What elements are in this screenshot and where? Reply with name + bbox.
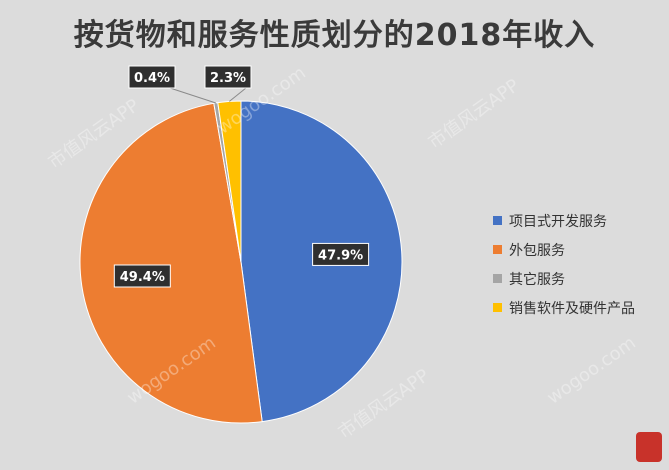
legend-item-outsourcing: 外包服务 bbox=[493, 235, 635, 264]
data-label-text: 47.9% bbox=[318, 248, 363, 263]
legend-item-other: 其它服务 bbox=[493, 264, 635, 293]
legend-item-project-dev: 项目式开发服务 bbox=[493, 206, 635, 235]
data-label: 47.9% bbox=[312, 242, 370, 266]
legend-label: 项目式开发服务 bbox=[509, 213, 607, 230]
watermark-seal-logo bbox=[636, 432, 662, 462]
data-label: 0.4% bbox=[128, 65, 176, 89]
data-label-text: 49.4% bbox=[120, 270, 165, 285]
legend-swatch bbox=[493, 216, 502, 225]
legend-label: 外包服务 bbox=[509, 242, 565, 259]
chart-title: 按货物和服务性质划分的2018年收入 bbox=[73, 18, 596, 53]
legend-swatch bbox=[493, 274, 502, 283]
data-label-text: 0.4% bbox=[134, 71, 170, 86]
data-label-text: 2.3% bbox=[210, 71, 246, 86]
legend-swatch bbox=[493, 245, 502, 254]
data-label: 49.4% bbox=[113, 264, 171, 288]
pie-slice-hw-sw-sales bbox=[217, 100, 242, 263]
leader-line bbox=[169, 87, 216, 104]
legend-item-hw-sw-sales: 销售软件及硬件产品 bbox=[493, 293, 635, 322]
legend: 项目式开发服务 外包服务 其它服务 销售软件及硬件产品 bbox=[493, 206, 635, 322]
leader-line bbox=[229, 87, 247, 102]
legend-swatch bbox=[493, 303, 502, 312]
legend-label: 销售软件及硬件产品 bbox=[509, 300, 635, 317]
data-label: 2.3% bbox=[204, 65, 252, 89]
legend-label: 其它服务 bbox=[509, 271, 565, 288]
pie-slice-outsourcing bbox=[79, 102, 263, 424]
